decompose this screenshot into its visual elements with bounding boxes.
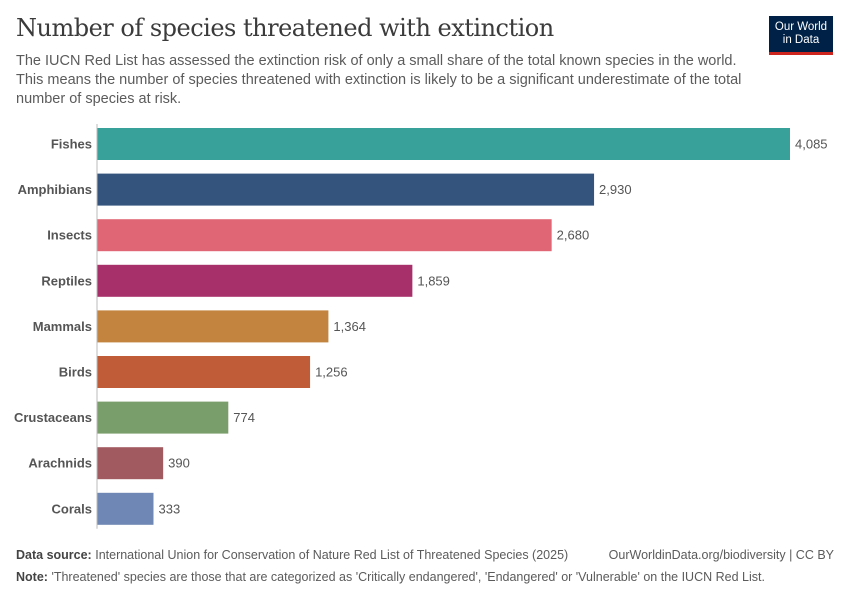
category-label: Mammals	[33, 319, 92, 334]
value-label: 1,364	[333, 319, 366, 334]
category-label: Fishes	[51, 137, 92, 152]
category-label: Amphibians	[18, 182, 92, 197]
note-text: 'Threatened' species are those that are …	[51, 570, 765, 584]
chart-title: Number of species threatened with extinc…	[16, 14, 554, 42]
bar-amphibians[interactable]	[97, 173, 595, 206]
category-label: Birds	[59, 365, 92, 380]
source-url-link[interactable]: OurWorldinData.org/biodiversity | CC BY	[608, 548, 834, 562]
logo-line-1: Our World	[774, 21, 828, 33]
bar-reptiles[interactable]	[97, 264, 413, 297]
source-label: Data source:	[16, 548, 92, 562]
bar-arachnids[interactable]	[97, 447, 164, 480]
category-label: Arachnids	[28, 456, 92, 471]
value-label: 2,930	[599, 182, 632, 197]
category-label: Reptiles	[41, 273, 92, 288]
bar-chart: Fishes 4,085 Amphibians 2,930 Insects 2,680 Re…	[14, 124, 828, 529]
value-label: 774	[233, 410, 255, 425]
chart-subtitle: The IUCN Red List has assessed the extin…	[16, 53, 742, 107]
note: Note: 'Threatened' species are those tha…	[16, 570, 765, 584]
category-label: Crustaceans	[14, 410, 92, 425]
bar-fishes[interactable]	[97, 128, 790, 160]
bar-insects[interactable]	[97, 219, 552, 252]
bar-corals[interactable]	[97, 492, 154, 525]
owid-logo[interactable]: Our World in Data	[769, 16, 833, 55]
note-label: Note:	[16, 570, 48, 584]
value-label: 390	[168, 456, 190, 471]
category-label: Corals	[52, 501, 92, 516]
data-source: Data source: International Union for Con…	[16, 548, 568, 562]
value-label: 1,859	[417, 273, 450, 288]
value-label: 2,680	[557, 228, 590, 243]
category-label: Insects	[47, 228, 92, 243]
source-text: International Union for Conservation of …	[95, 548, 569, 562]
bar-mammals[interactable]	[97, 310, 329, 343]
bar-birds[interactable]	[97, 356, 311, 388]
logo-line-2: in Data	[782, 34, 820, 46]
value-label: 4,085	[795, 137, 828, 152]
value-label: 1,256	[315, 365, 348, 380]
value-label: 333	[158, 501, 180, 516]
bar-crustaceans[interactable]	[97, 401, 229, 434]
